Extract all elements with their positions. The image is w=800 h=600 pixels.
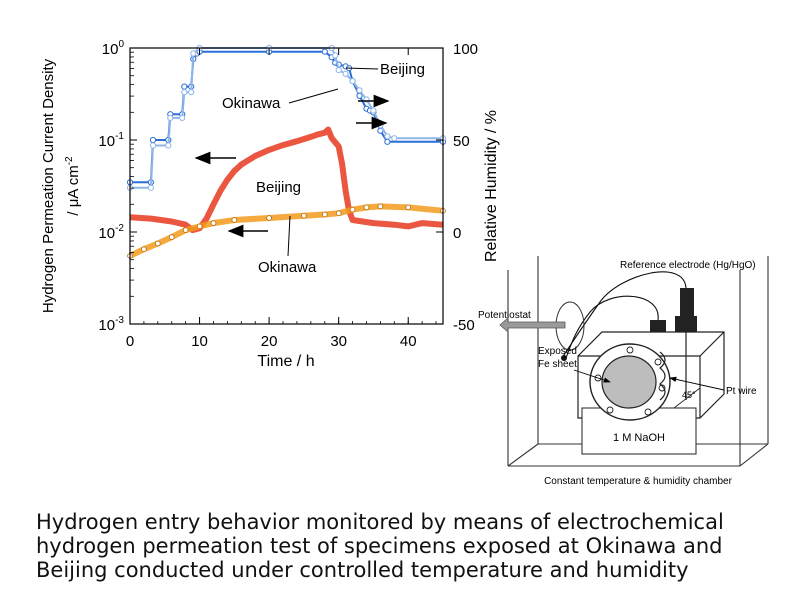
series-2-point (384, 138, 391, 145)
annotation-okinawa-current: Okinawa (258, 259, 317, 276)
x-axis-label: Time / h (257, 353, 314, 370)
y-right-tick-label: 100 (453, 41, 478, 58)
tick-layer: 0 10 20 30 40 100 10-1 10-2 10-3 -50 0 50 100 (98, 39, 478, 350)
reference-electrode (680, 288, 694, 316)
holder-bolts (594, 346, 666, 416)
series-2-point (181, 83, 188, 90)
exposed-label-line1: Exposed (538, 346, 577, 357)
series-1-point (155, 240, 161, 247)
angle-line (673, 387, 701, 409)
y-right-tick-label: 0 (453, 225, 461, 242)
series-3 (126, 44, 447, 191)
x-tick-label: 0 (126, 333, 134, 350)
series-3-point (190, 50, 197, 57)
chamber-outline (507, 256, 769, 467)
exposed-label-line2: Fe sheet (538, 359, 577, 370)
series-3-point (181, 89, 188, 96)
y-right-tick-label: 50 (453, 133, 470, 150)
potentiostat-arrow (499, 317, 566, 333)
cable-2 (565, 295, 659, 359)
counter-electrode-cap (650, 320, 666, 332)
caption-line-3: Beijing conducted under controlled tempe… (36, 558, 689, 582)
series-3-point (149, 142, 157, 149)
series-3-point (349, 78, 356, 85)
series-1-point (335, 210, 342, 217)
series-2-point (149, 136, 157, 144)
series-1-point (231, 217, 238, 223)
series-1-point (210, 220, 217, 226)
series-1-point (182, 227, 189, 233)
series-3-point (391, 135, 398, 142)
angle-label: 45° (682, 390, 696, 400)
y-left-tick-label: 100 (102, 39, 125, 58)
series-1-point (377, 203, 384, 210)
series-3-point (165, 142, 172, 149)
series-line-1 (128, 203, 444, 259)
series-3-point (179, 114, 186, 122)
figure-caption: Hydrogen entry behavior monitored by mea… (36, 510, 776, 582)
fe-sheet (601, 355, 657, 409)
x-tick-label: 40 (400, 333, 417, 350)
annotation-beijing-rh-leader (345, 67, 379, 70)
y-left-tick-label: 10-3 (98, 315, 124, 334)
y-right-label: Relative Humidity / % (483, 110, 500, 262)
apparatus-diagram: 1 M NaOH Reference electrode (Hg/HgO) Po… (478, 256, 769, 487)
annotation-okinawa-rh: Okinawa (222, 95, 281, 112)
series-1-point (321, 211, 328, 218)
series-3-point (370, 107, 377, 114)
series-3-point (356, 87, 363, 94)
chamber-label: Constant temperature & humidity chamber (544, 476, 733, 487)
y-right-tick-label: -50 (453, 317, 475, 334)
y-left-tick-label: 10-1 (98, 131, 124, 150)
caption-line-1: Hydrogen entry behavior monitored by mea… (36, 510, 724, 534)
series-1-point (168, 234, 175, 240)
annotation-beijing-rh: Beijing (380, 61, 425, 78)
series-3-point (384, 133, 391, 140)
y-left-label-line2: / μA cm-2 (64, 156, 82, 216)
series-1-point (349, 206, 356, 213)
cable-junction (561, 355, 567, 361)
electrolyte-label: 1 M NaOH (613, 432, 665, 444)
annotation-beijing-current: Beijing (256, 179, 301, 196)
caption-line-2: hydrogen permeation test of specimens ex… (36, 534, 723, 558)
y-left-label-line1: Hydrogen Permeation Current Density (40, 58, 57, 313)
series-1-point (196, 223, 203, 230)
series-1 (127, 203, 446, 259)
series-3-point (335, 67, 342, 74)
reference-electrode-cap (675, 316, 697, 332)
cable-1 (561, 271, 687, 359)
x-tick-label: 20 (261, 333, 278, 350)
series-1-point (363, 204, 370, 211)
series-3-point (167, 114, 174, 122)
series-1-point (301, 213, 307, 219)
annotation-okinawa-current-leader (287, 215, 291, 257)
series-3-point (332, 52, 339, 59)
series-3-point (188, 89, 195, 96)
reference-electrode-label: Reference electrode (Hg/HgO) (620, 260, 756, 271)
series-3-point (342, 70, 349, 77)
series-1-point (141, 246, 147, 253)
permeation-chart: 0 10 20 30 40 100 10-1 10-2 10-3 -50 0 50 100 Hydrog… (40, 39, 500, 370)
x-tick-label: 10 (191, 333, 208, 350)
y-left-tick-label: 10-2 (98, 223, 124, 242)
pt-wire-label: Pt wire (726, 386, 757, 397)
plot-frame (129, 47, 444, 325)
series-2-point (321, 48, 328, 55)
series-3-point (147, 184, 154, 191)
exposed-pointer (573, 369, 611, 383)
series-1-point (266, 215, 272, 221)
pt-wire-pointer (669, 376, 725, 391)
potentiostat-label: Potentiostat (478, 310, 531, 321)
annotation-okinawa-rh-leader (288, 88, 339, 104)
pt-wire-coil (659, 351, 666, 401)
x-tick-label: 30 (330, 333, 347, 350)
series-1-point (405, 204, 412, 211)
